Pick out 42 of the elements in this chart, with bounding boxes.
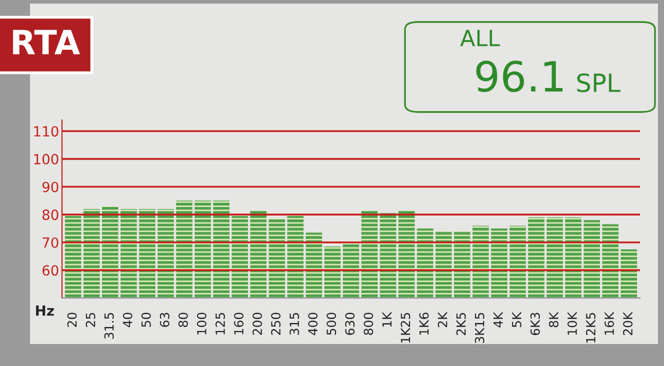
x-tick-label: 63 xyxy=(160,312,170,327)
x-tick-label: 3K15 xyxy=(474,312,484,343)
y-tick-label: 60 xyxy=(42,265,58,276)
y-tick-label: 100 xyxy=(34,154,58,164)
text: ALL xyxy=(460,30,500,46)
text: 96.1 xyxy=(476,60,563,92)
x-tick-label: 20 xyxy=(67,312,77,327)
text: SPL xyxy=(577,73,620,92)
y-tick-label: 110 xyxy=(34,126,58,137)
x-tick-label: 8K xyxy=(548,312,558,328)
x-axis-title: Hz xyxy=(36,306,54,316)
x-tick-label: 80 xyxy=(178,312,188,327)
y-tick-label: 70 xyxy=(42,237,58,248)
y-tick-label: 90 xyxy=(42,182,58,192)
x-tick-label: 630 xyxy=(345,312,355,335)
x-tick-label: 25 xyxy=(86,312,96,327)
x-tick-label: 315 xyxy=(290,312,300,335)
x-tick-label: 31.5 xyxy=(104,312,114,339)
x-tick-label: 1K25 xyxy=(400,312,410,343)
x-tick-label: 16K xyxy=(604,312,614,335)
x-tick-label: 1K xyxy=(382,312,392,327)
x-tick-label: 500 xyxy=(326,312,336,335)
x-tick-label: 800 xyxy=(364,312,374,335)
x-tick-label: 100 xyxy=(196,312,206,334)
x-tick-label: 6K3 xyxy=(530,312,540,336)
x-tick-label: 250 xyxy=(271,312,281,335)
x-tick-label: 40 xyxy=(122,312,132,328)
x-tick-label: 400 xyxy=(308,312,318,336)
x-tick-label: 5K xyxy=(512,312,522,328)
y-tick-label: 80 xyxy=(42,210,58,220)
x-tick-label: 10K xyxy=(567,312,577,335)
x-tick-label: 12K5 xyxy=(586,312,596,343)
x-tick-label: 4K xyxy=(494,312,503,328)
x-tick-label: 2K xyxy=(438,312,448,328)
x-tick-label: 1K6 xyxy=(419,312,429,335)
x-tick-label: 160 xyxy=(234,312,244,334)
x-tick-label: 200 xyxy=(252,312,262,335)
x-tick-label: 2K5 xyxy=(456,312,466,336)
chart-title: RTA xyxy=(13,30,80,54)
x-tick-label: 20K xyxy=(623,312,633,336)
x-tick-label: 125 xyxy=(215,312,225,334)
x-tick-label: 50 xyxy=(141,312,151,327)
